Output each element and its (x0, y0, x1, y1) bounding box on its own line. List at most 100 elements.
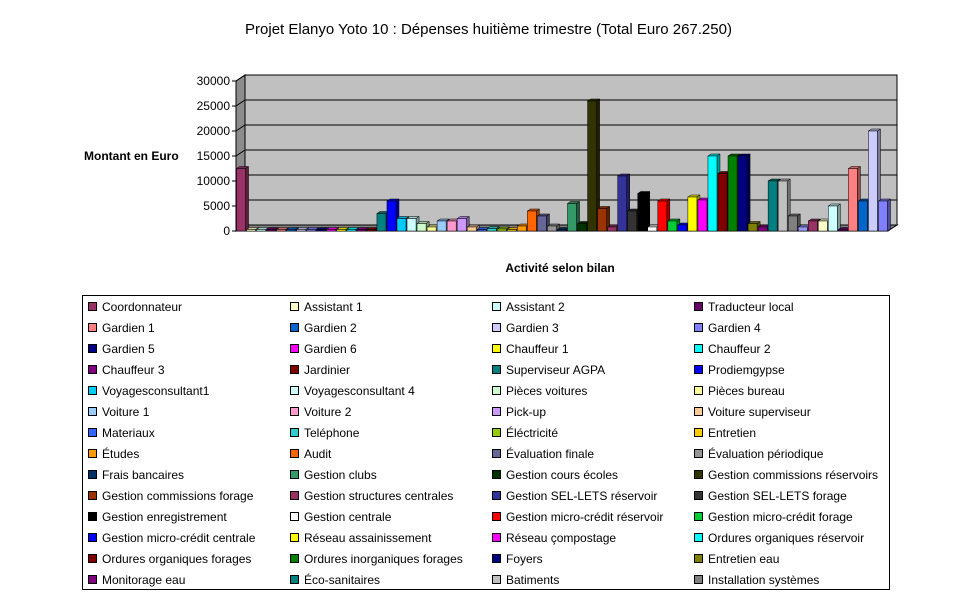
legend-swatch (492, 512, 501, 521)
legend-label: Superviseur AGPA (506, 362, 606, 377)
y-tick-label: 30000 (197, 74, 231, 88)
bar-face (646, 191, 651, 232)
legend-swatch (290, 512, 299, 521)
bar (877, 198, 892, 232)
bar-face (838, 229, 848, 232)
y-axis-label: Montant en Euro (84, 149, 179, 163)
legend-swatch (290, 491, 299, 500)
legend-label: Installation systèmes (708, 572, 820, 587)
legend-label: Gestion micro-crédit centrale (102, 530, 256, 545)
bar-face (376, 213, 387, 232)
legend-item: Pick-up (492, 403, 546, 420)
bar (496, 226, 511, 232)
bar-face (346, 229, 357, 232)
legend-label: Assistant 2 (506, 299, 565, 314)
legend-label: Réseau assainissement (304, 530, 432, 545)
bar-face (416, 223, 427, 232)
legend-swatch (694, 365, 703, 374)
legend-item: Gestion enregistrement (88, 508, 227, 525)
y-tick-label: 15000 (197, 149, 231, 163)
legend: Coordonnateur Assistant 1 Assistant 2 Tradu… (82, 295, 890, 590)
gridline (235, 99, 897, 107)
legend-label: Chauffeur 3 (102, 362, 165, 377)
legend-swatch (492, 449, 501, 458)
y-tick-label: 25000 (197, 99, 231, 113)
legend-label: Gestion SEL-LETS réservoir (506, 488, 658, 503)
legend-item: Jardinier (290, 361, 350, 378)
bar-face (707, 155, 718, 232)
bar-face (436, 220, 447, 232)
legend-label: Gestion commissions forage (102, 488, 254, 503)
legend-swatch (492, 323, 501, 332)
bar-chart: 0 5000 10000 15000 20000 25000 30000 (197, 74, 899, 238)
legend-swatch (88, 449, 97, 458)
legend-item: Teléphone (290, 424, 359, 441)
legend-swatch (290, 428, 299, 437)
bar-face (677, 224, 688, 232)
bar (536, 213, 551, 232)
legend-swatch (88, 575, 97, 584)
legend-swatch (88, 554, 97, 563)
bar-face (637, 193, 648, 232)
legend-item: Chauffeur 1 (492, 340, 569, 357)
legend-swatch (694, 386, 703, 395)
legend-item: Materiaux (88, 424, 155, 441)
legend-item: Gestion cours écoles (492, 466, 618, 483)
bar-face (687, 196, 698, 232)
legend-label: Teléphone (304, 425, 360, 440)
legend-item: Réseau assainissement (290, 529, 431, 546)
legend-item: Frais bancaires (88, 466, 184, 483)
legend-item: Gestion micro-crédit réservoir (492, 508, 663, 525)
legend-swatch (88, 365, 97, 374)
legend-label: Entretien (708, 425, 757, 440)
legend-label: Gestion cours écoles (506, 467, 619, 482)
legend-swatch (694, 512, 703, 521)
legend-label: Entretien eau (708, 551, 780, 566)
gridline (235, 74, 897, 82)
bar-face (617, 175, 627, 232)
bar-face (878, 200, 888, 232)
legend-swatch (290, 554, 299, 563)
bar (847, 166, 862, 232)
bar-face (497, 228, 507, 232)
legend-label: Assistant 1 (304, 299, 363, 314)
legend-label: Voiture 1 (102, 404, 150, 419)
bar (596, 206, 611, 232)
legend-label: Frais bancaires (102, 467, 185, 482)
bar-face (757, 226, 768, 232)
legend-swatch (694, 575, 703, 584)
legend-item: Gestion commissions réservoirs (694, 466, 878, 483)
bar-face (316, 229, 327, 232)
legend-label: Pick-up (506, 404, 547, 419)
legend-label: Gestion micro-crédit forage (708, 509, 853, 524)
legend-item: Études (88, 445, 139, 462)
legend-swatch (694, 491, 703, 500)
bar-face (767, 180, 778, 232)
bar-face (246, 229, 256, 232)
legend-swatch (88, 512, 97, 521)
bar-face (667, 220, 678, 232)
bar-face (577, 223, 587, 232)
legend-label: Ordures inorganiques forages (304, 551, 463, 566)
legend-swatch (290, 470, 299, 479)
bar-face (456, 218, 467, 232)
legend-label: Réseau çompostage (506, 530, 617, 545)
legend-label: Traducteur local (708, 299, 794, 314)
legend-swatch (88, 323, 97, 332)
legend-label: Gestion clubs (304, 467, 377, 482)
legend-label: Voiture 2 (304, 404, 352, 419)
legend-swatch (290, 323, 299, 332)
bar-face (236, 168, 246, 232)
legend-swatch (88, 533, 97, 542)
legend-label: Gardien 3 (506, 320, 559, 335)
bar-face (426, 226, 437, 232)
legend-swatch (492, 470, 501, 479)
legend-swatch (492, 491, 501, 500)
legend-item: Gardien 3 (492, 319, 559, 336)
bar-face (256, 229, 266, 232)
bar-face (466, 226, 477, 232)
legend-item: Réseau çompostage (492, 529, 616, 546)
legend-swatch (290, 365, 299, 374)
bar-face (396, 218, 407, 232)
legend-item: Gestion SEL-LETS réservoir (492, 487, 657, 504)
